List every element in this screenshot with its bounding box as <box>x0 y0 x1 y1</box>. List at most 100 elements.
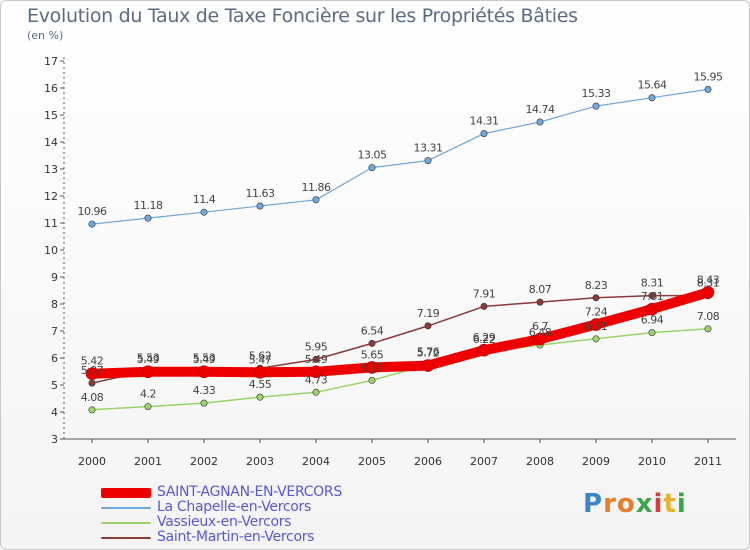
data-point <box>536 298 544 306</box>
data-label: 15.64 <box>638 79 667 92</box>
unit-label: (en %) <box>27 29 64 42</box>
x-tick-label: 2006 <box>414 455 442 468</box>
data-label: 15.95 <box>694 70 723 83</box>
data-label: 8.07 <box>529 283 552 296</box>
data-label: 7.19 <box>417 307 440 320</box>
data-label: 11.63 <box>246 187 275 200</box>
logo-letter: P <box>583 489 604 519</box>
logo-letter: r <box>603 489 617 519</box>
data-label: 6.71 <box>585 320 608 333</box>
logo-letter: t <box>663 489 677 519</box>
data-label: 8.31 <box>697 277 720 290</box>
data-label: 15.33 <box>582 87 611 100</box>
data-point <box>144 403 152 411</box>
y-tick-label: 10 <box>44 244 58 257</box>
data-label: 14.74 <box>526 103 555 116</box>
data-label: 5.17 <box>361 361 384 374</box>
data-point <box>200 208 208 216</box>
data-label: 10.96 <box>78 205 107 218</box>
data-label: 7.24 <box>585 306 608 319</box>
data-label: 5.62 <box>249 349 272 362</box>
series-line <box>87 287 713 379</box>
data-point <box>312 388 320 396</box>
series-line <box>91 328 709 411</box>
data-label: 5.53 <box>193 352 216 365</box>
logo-letter: i <box>676 489 687 519</box>
data-point <box>85 367 99 380</box>
data-point <box>704 325 712 333</box>
y-tick-label: 16 <box>44 82 58 95</box>
data-label: 11.4 <box>193 193 216 206</box>
data-point <box>645 302 659 316</box>
y-tick-label: 17 <box>44 55 58 68</box>
data-label: 8.43 <box>697 273 720 286</box>
data-label: 13.05 <box>358 149 387 162</box>
data-label: 6.54 <box>361 324 384 337</box>
y-tick-label: 9 <box>51 271 58 284</box>
x-tick-label: 2002 <box>190 455 218 468</box>
y-tick-label: 14 <box>44 136 58 149</box>
data-point <box>256 393 264 401</box>
data-point <box>592 294 600 302</box>
data-label: 13.31 <box>414 142 443 155</box>
y-tick-label: 3 <box>51 433 58 446</box>
y-tick-label: 11 <box>44 217 58 230</box>
y-tick-label: 8 <box>51 298 58 311</box>
data-label: 6.48 <box>529 326 552 339</box>
data-label: 5.42 <box>81 355 104 368</box>
data-label: 8.31 <box>641 277 664 290</box>
data-label: 4.08 <box>81 391 104 404</box>
y-tick-label: 6 <box>51 352 58 365</box>
data-point <box>592 102 600 110</box>
data-label: 7.91 <box>473 287 496 300</box>
data-point <box>368 376 376 384</box>
legend-swatch <box>101 537 151 539</box>
legend-swatch <box>101 522 151 524</box>
data-label: 4.2 <box>140 388 156 401</box>
x-tick-label: 2009 <box>582 455 610 468</box>
data-label: 11.86 <box>302 181 331 194</box>
data-label: 6.94 <box>641 314 664 327</box>
data-label: 5.49 <box>305 353 328 366</box>
legend-label: Vassieux-en-Vercors <box>157 514 292 530</box>
data-point <box>480 302 488 310</box>
proxiti-logo: Proxiti <box>583 489 687 519</box>
legend-swatch <box>101 507 151 509</box>
data-point <box>648 94 656 102</box>
data-label: 14.31 <box>470 115 499 128</box>
data-point <box>648 329 656 337</box>
data-point <box>368 164 376 172</box>
data-label: 5.47 <box>249 353 272 366</box>
data-label: 4.73 <box>305 373 328 386</box>
data-point <box>253 366 267 379</box>
data-point <box>312 355 320 363</box>
data-label: 5.65 <box>361 348 384 361</box>
data-point <box>533 332 547 346</box>
y-tick-label: 7 <box>51 325 58 338</box>
data-label: 4.33 <box>193 384 216 397</box>
data-label: 11.18 <box>134 199 163 212</box>
data-label: 4.55 <box>249 378 272 391</box>
data-label: 5.49 <box>137 353 160 366</box>
data-point <box>312 196 320 204</box>
data-point <box>144 214 152 222</box>
x-tick-label: 2003 <box>246 455 274 468</box>
data-label: 5.72 <box>417 347 440 360</box>
data-point <box>536 118 544 126</box>
y-tick-label: 5 <box>51 379 58 392</box>
data-point <box>200 399 208 407</box>
data-point <box>480 130 488 138</box>
data-point <box>589 318 603 331</box>
legend-label: SAINT-AGNAN-EN-VERCORS <box>157 484 342 500</box>
data-point <box>197 365 211 379</box>
logo-letter: i <box>653 489 664 519</box>
data-label: 7.08 <box>697 310 720 323</box>
data-label: 5.53 <box>137 352 160 365</box>
y-tick-label: 4 <box>51 406 58 419</box>
data-point <box>141 365 155 379</box>
series-line <box>91 88 709 225</box>
legend-swatch <box>101 488 151 498</box>
legend-label: Saint-Martin-en-Vercors <box>157 529 315 545</box>
